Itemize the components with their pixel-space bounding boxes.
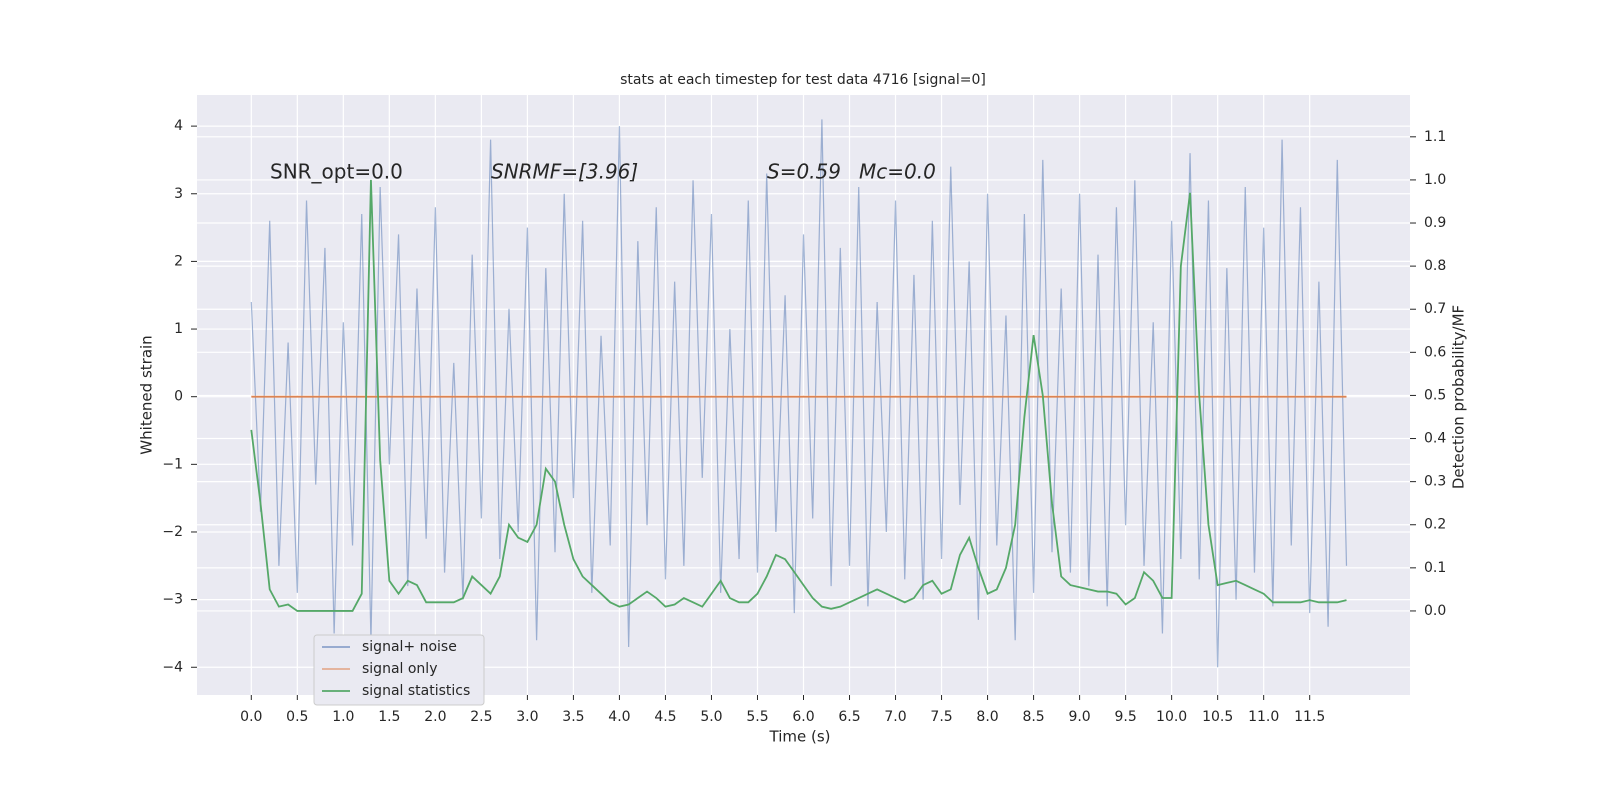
x-tick-label: 8.0 — [976, 709, 998, 725]
x-tick-label: 6.5 — [838, 709, 860, 725]
y2-tick-label: 0.8 — [1424, 258, 1446, 274]
y2-tick-label: 0.4 — [1424, 431, 1446, 447]
x-tick-label: 2.0 — [424, 709, 446, 725]
x-tick-label: 4.5 — [654, 709, 676, 725]
x-tick-label: 10.0 — [1156, 709, 1187, 725]
y-tick-label: −3 — [162, 592, 183, 608]
y2-tick-label: 0.6 — [1424, 344, 1446, 360]
x-tick-label: 1.5 — [378, 709, 400, 725]
x-tick-label: 0.0 — [240, 709, 262, 725]
series-line — [250, 119, 1348, 668]
y2-tick-label: 0.3 — [1424, 474, 1446, 490]
y-tick-label: −2 — [162, 524, 183, 540]
annotation: S=0.59 — [767, 160, 841, 184]
x-tick-label: 9.0 — [1068, 709, 1090, 725]
y-tick-label: 3 — [174, 186, 183, 202]
x-tick-label: 6.0 — [792, 709, 814, 725]
y-tick-label: −4 — [162, 659, 183, 675]
x-tick-label: 8.5 — [1022, 709, 1044, 725]
x-tick-label: 2.5 — [470, 709, 492, 725]
annotation: Mc=0.0 — [859, 160, 936, 184]
y2-tick-label: 1.0 — [1424, 172, 1446, 188]
x-tick-label: 0.5 — [286, 709, 308, 725]
chart-title: stats at each timestep for test data 471… — [620, 72, 986, 88]
legend-label: signal only — [362, 661, 437, 677]
y2-tick-label: 1.1 — [1424, 129, 1446, 145]
x-tick-label: 9.5 — [1114, 709, 1136, 725]
legend-label: signal statistics — [362, 683, 470, 699]
y2-tick-label: 0.0 — [1424, 603, 1446, 619]
legend: signal+ noise signal only signal statistic… — [313, 634, 485, 706]
x-tick-label: 5.5 — [746, 709, 768, 725]
y-tick-label: −1 — [162, 456, 183, 472]
series-line — [250, 179, 1347, 612]
x-tick-label: 4.0 — [608, 709, 630, 725]
x-tick-label: 1.0 — [332, 709, 354, 725]
y-axis-label: Whitened strain — [138, 335, 156, 454]
y2-tick-label: 0.7 — [1424, 301, 1446, 317]
x-tick-label: 10.5 — [1202, 709, 1233, 725]
x-tick-label: 3.5 — [562, 709, 584, 725]
y2-tick-label: 0.2 — [1424, 517, 1446, 533]
y2-tick-label: 0.9 — [1424, 215, 1446, 231]
x-tick-label: 11.5 — [1294, 709, 1325, 725]
y-tick-label: 0 — [174, 389, 183, 405]
x-tick-label: 3.0 — [516, 709, 538, 725]
x-tick-label: 5.0 — [700, 709, 722, 725]
annotation: SNRMF=[3.96] — [491, 160, 638, 184]
x-axis-label: Time (s) — [769, 728, 831, 746]
x-tick-label: 7.5 — [930, 709, 952, 725]
y2-tick-label: 0.5 — [1424, 387, 1446, 403]
y2-axis-label: Detection probability/MF — [1450, 305, 1468, 489]
y2-tick-label: 0.1 — [1424, 560, 1446, 576]
legend-box — [313, 634, 485, 706]
legend-label: signal+ noise — [362, 639, 457, 655]
y-tick-label: 2 — [174, 253, 183, 269]
x-tick-label: 11.0 — [1248, 709, 1279, 725]
annotation: SNR_opt=0.0 — [270, 160, 403, 184]
x-tick-label: 7.0 — [884, 709, 906, 725]
y-tick-label: 1 — [174, 321, 183, 337]
y-tick-label: 4 — [174, 118, 183, 134]
